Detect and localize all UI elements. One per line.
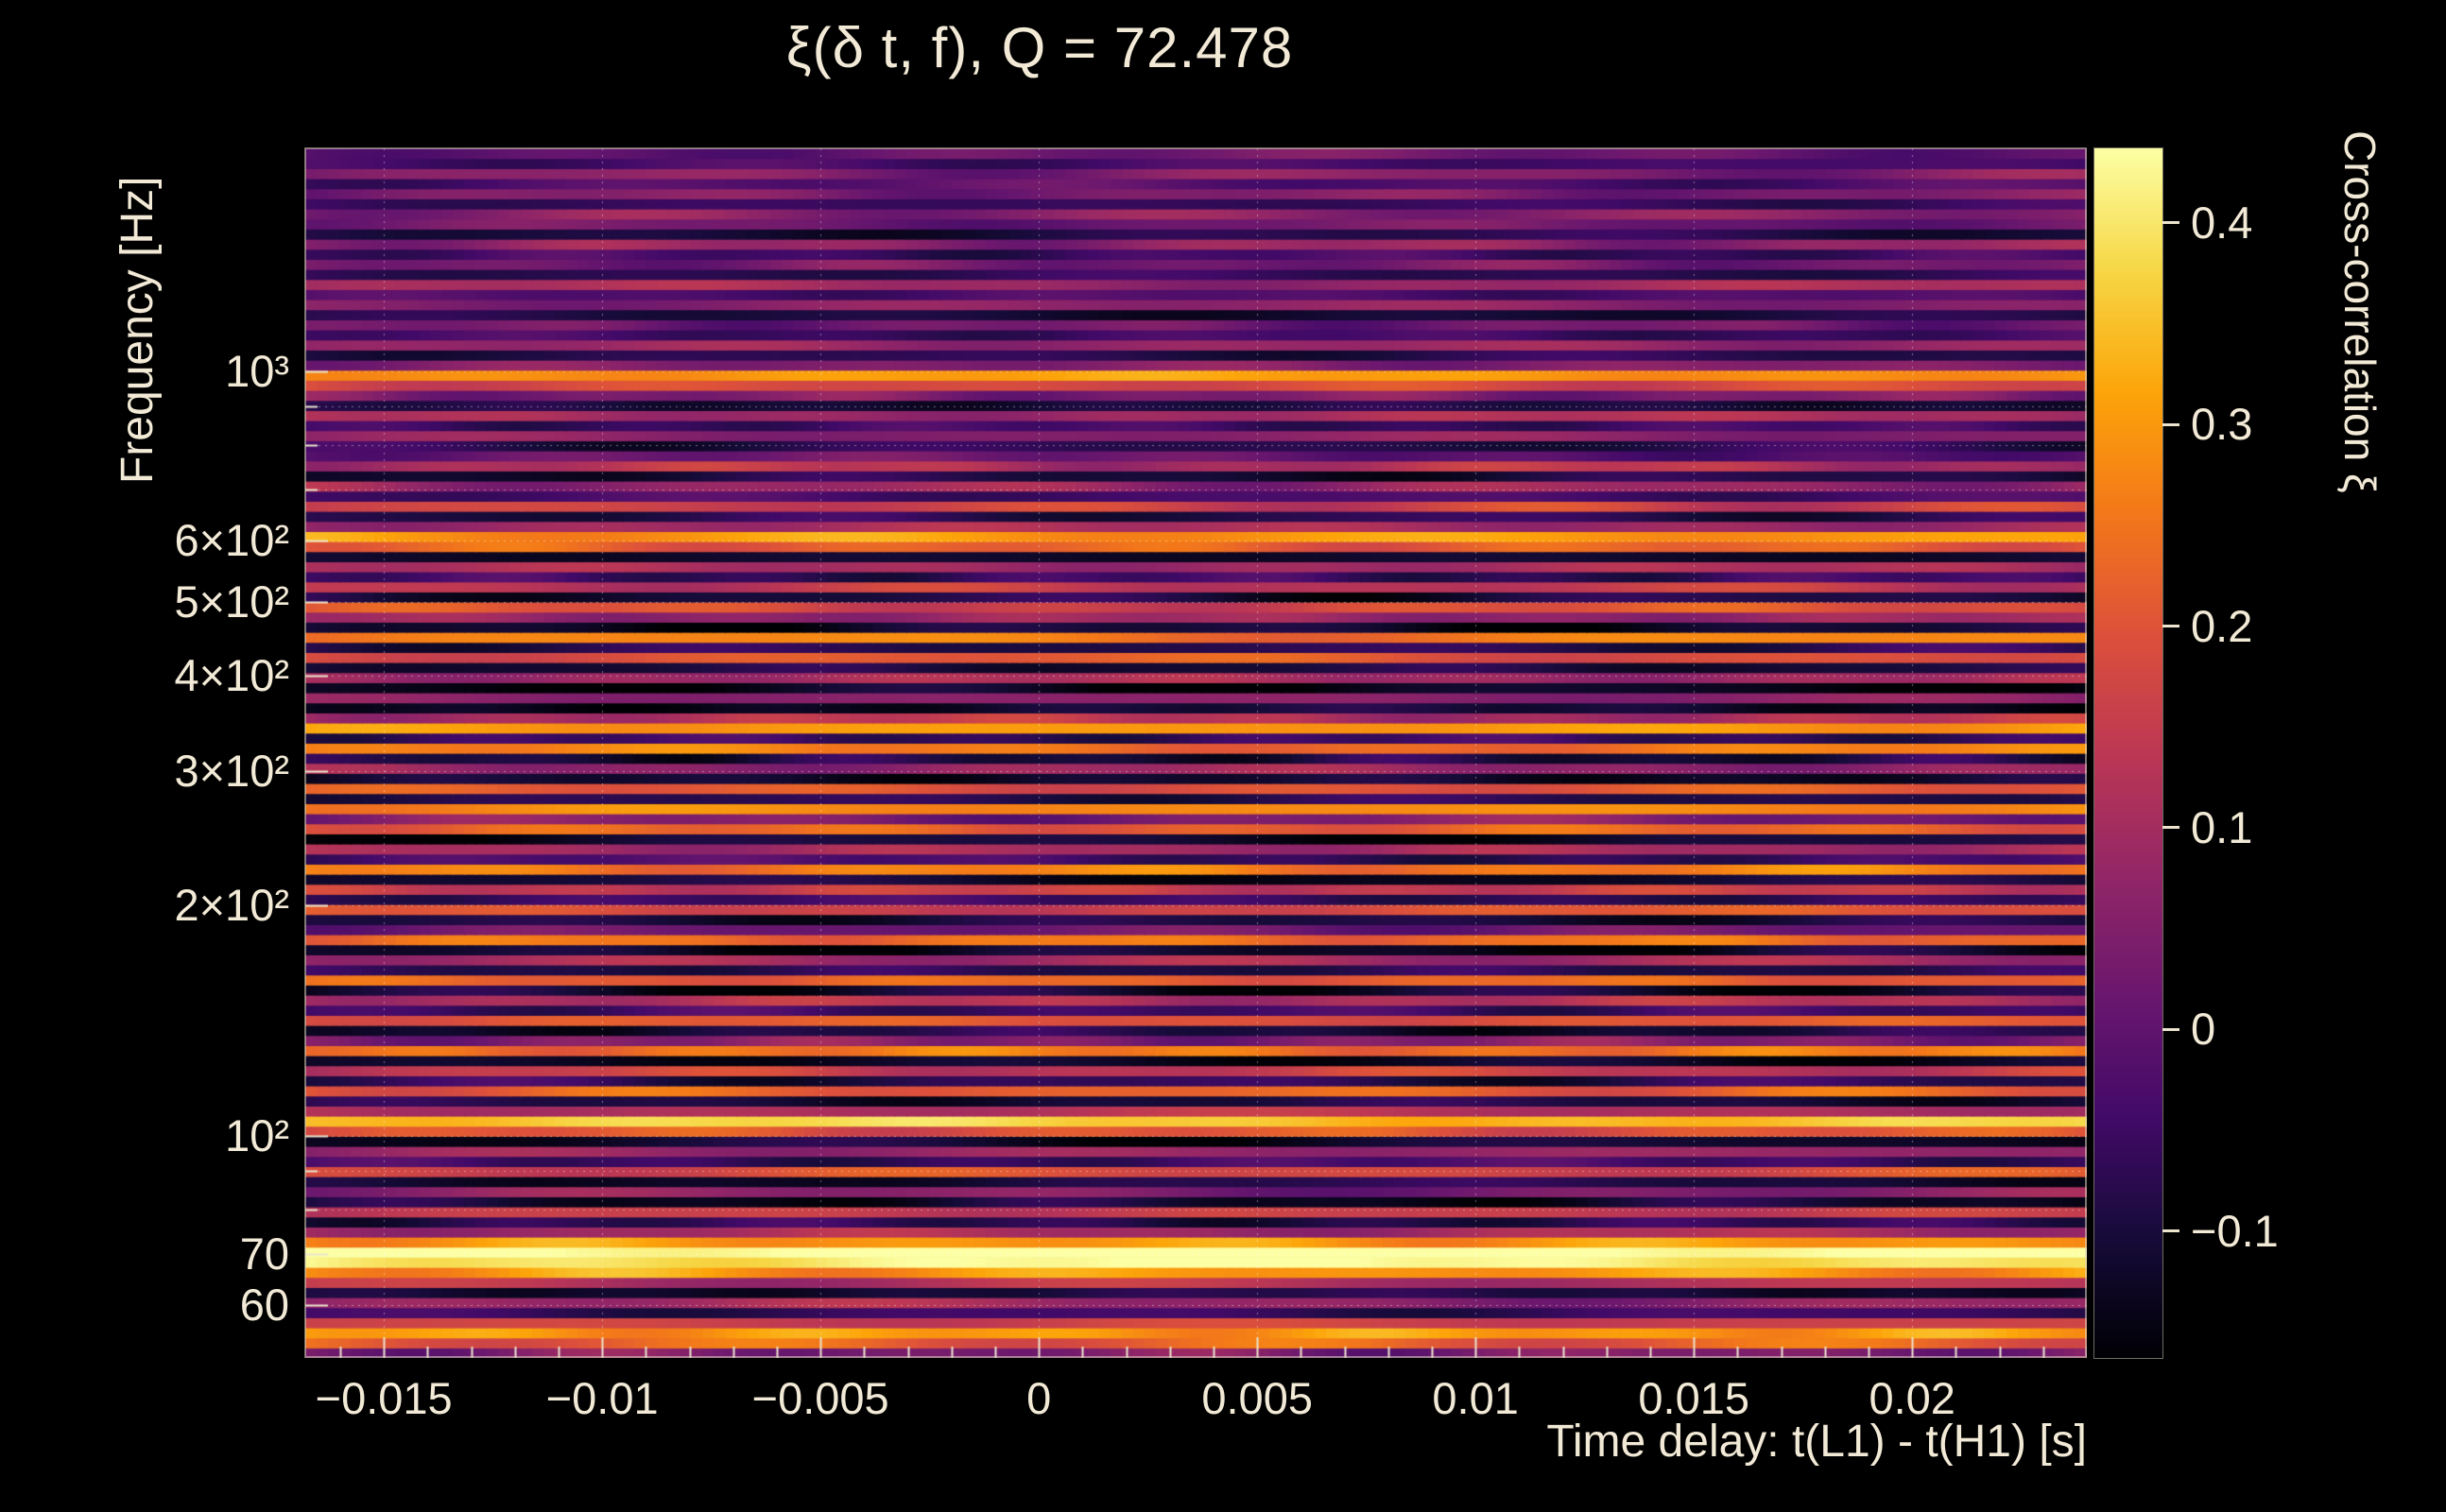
x-tick-label: 0.015 bbox=[1638, 1373, 1749, 1423]
colorbar-tick-mark bbox=[2162, 826, 2179, 830]
y-axis-title: Frequency [Hz] bbox=[112, 176, 163, 484]
colorbar-tick-label: −0.1 bbox=[2191, 1205, 2279, 1256]
y-tick-label: 10³ bbox=[225, 346, 289, 397]
x-tick-label: 0.02 bbox=[1869, 1373, 1955, 1423]
heatmap-canvas bbox=[305, 148, 2087, 1358]
colorbar bbox=[2094, 148, 2162, 1358]
colorbar-tick-mark bbox=[2162, 1229, 2179, 1233]
colorbar-tick-label: 0.1 bbox=[2191, 801, 2253, 852]
colorbar-tick-label: 0.4 bbox=[2191, 197, 2253, 248]
y-tick-label: 60 bbox=[239, 1280, 289, 1331]
colorbar-tick-mark bbox=[2162, 221, 2179, 225]
x-tick-label: −0.01 bbox=[545, 1373, 659, 1423]
colorbar-tick-label: 0.2 bbox=[2191, 600, 2253, 651]
colorbar-tick-label: 0.3 bbox=[2191, 399, 2253, 450]
y-tick-label: 2×10² bbox=[174, 880, 289, 931]
colorbar-title: Cross-correlation ξ bbox=[2335, 130, 2385, 493]
y-tick-label: 6×10² bbox=[174, 515, 289, 566]
y-tick-label: 4×10² bbox=[174, 649, 289, 700]
y-tick-label: 3×10² bbox=[174, 745, 289, 796]
x-tick-label: −0.015 bbox=[315, 1373, 453, 1423]
y-tick-label: 5×10² bbox=[174, 576, 289, 627]
chart-title: ξ(δ t, f), Q = 72.478 bbox=[785, 16, 1294, 79]
y-tick-label: 10² bbox=[225, 1109, 289, 1160]
colorbar-tick-label: 0 bbox=[2191, 1004, 2216, 1055]
y-tick-label: 70 bbox=[239, 1228, 289, 1280]
x-tick-label: 0.005 bbox=[1201, 1373, 1313, 1423]
colorbar-tick-mark bbox=[2162, 625, 2179, 628]
x-tick-label: 0.01 bbox=[1432, 1373, 1519, 1423]
x-axis-title: Time delay: t(L1) - t(H1) [s] bbox=[1546, 1417, 2087, 1467]
colorbar-tick-mark bbox=[2162, 1027, 2179, 1031]
x-tick-label: 0 bbox=[1026, 1373, 1052, 1423]
colorbar-tick-mark bbox=[2162, 422, 2179, 426]
x-tick-label: −0.005 bbox=[751, 1373, 889, 1423]
colorbar-frame bbox=[2093, 147, 2163, 1359]
